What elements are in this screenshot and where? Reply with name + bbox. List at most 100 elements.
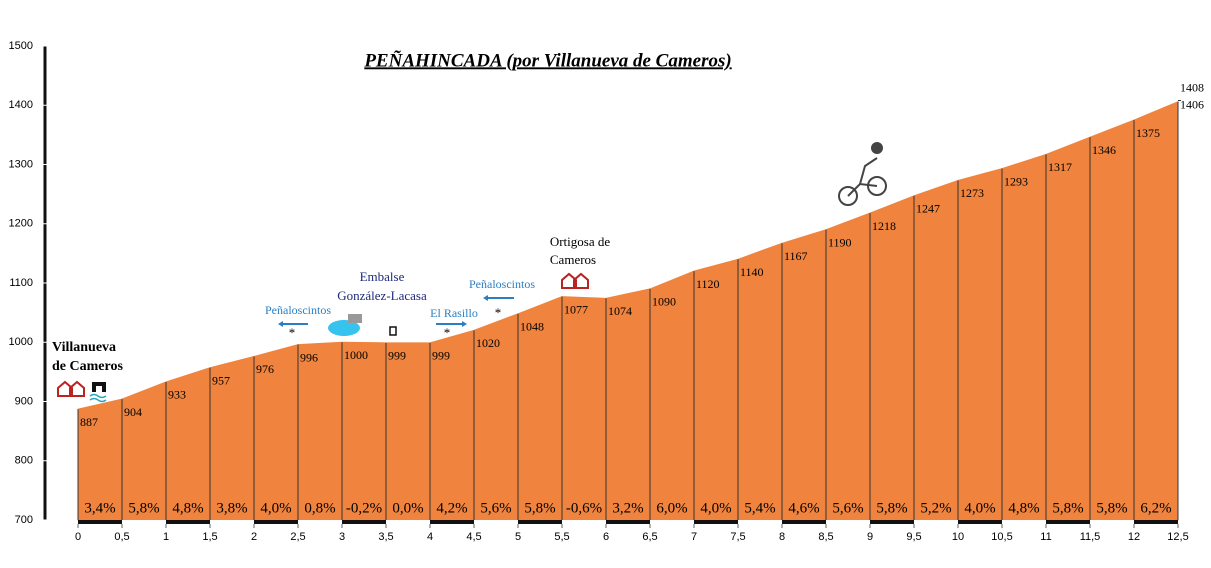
gradient-band [562, 520, 606, 524]
gradient-label: 5,8% [1052, 500, 1083, 516]
gradient-label: 0,0% [392, 500, 423, 516]
altitude-label: 957 [212, 373, 230, 387]
gradient-band [694, 520, 738, 524]
altitude-label: 1167 [784, 249, 808, 263]
altitude-label: 1218 [872, 219, 896, 233]
altitude-label: 1077 [564, 302, 588, 316]
altitude-label: 999 [432, 349, 450, 363]
summit-label: 1408 [1180, 80, 1204, 94]
gradient-band [650, 520, 694, 524]
altitude-label: 1020 [476, 336, 500, 350]
village-icon [57, 380, 85, 397]
x-tick-label: 9 [867, 531, 873, 543]
x-tick-label: 1,5 [202, 531, 217, 543]
x-tick-label: 10,5 [991, 531, 1012, 543]
altitude-label: 904 [124, 405, 142, 419]
altitude-label: 1048 [520, 320, 544, 334]
x-tick-label: 10 [952, 531, 964, 543]
gradient-band [914, 520, 958, 524]
gradient-band [386, 520, 430, 524]
arrow-head [462, 321, 467, 327]
gradient-label: 5,8% [876, 500, 907, 516]
y-tick-label: 700 [15, 514, 33, 526]
x-tick-label: 12,5 [1167, 531, 1188, 543]
altitude-label: 976 [256, 362, 274, 376]
gradient-band [826, 520, 870, 524]
y-tick-label: 1500 [9, 40, 33, 52]
gradient-band [1002, 520, 1046, 524]
altitude-label: 1273 [960, 186, 984, 200]
gradient-band [1090, 520, 1134, 524]
x-tick-label: 5,5 [554, 531, 569, 543]
reservoir-icon [328, 320, 360, 336]
x-tick-label: 1 [163, 531, 169, 543]
y-tick-label: 800 [15, 455, 33, 467]
gradient-label: 4,8% [172, 500, 203, 516]
y-tick-label: 1400 [9, 99, 33, 111]
gradient-band [122, 520, 166, 524]
gradient-band [342, 520, 386, 524]
gradient-band [474, 520, 518, 524]
altitude-label: 1406 [1180, 97, 1204, 111]
gradient-band [958, 520, 1002, 524]
gradient-band [210, 520, 254, 524]
x-tick-label: 7,5 [730, 531, 745, 543]
chart-title: PEÑAHINCADA (por Villanueva de Cameros) [363, 50, 731, 71]
gradient-label: 5,8% [1096, 500, 1127, 516]
place-label: Peñaloscintos [469, 277, 535, 291]
building-icon [389, 326, 397, 336]
gradient-label: 3,8% [216, 500, 247, 516]
place-label: Embalse [360, 269, 405, 284]
gradient-band [78, 520, 122, 524]
altitude-label: 887 [80, 415, 98, 429]
x-tick-label: 2,5 [290, 531, 305, 543]
place-label: Villanueva [52, 340, 116, 355]
y-tick-label: 1200 [9, 218, 33, 230]
gradient-label: -0,6% [566, 500, 602, 516]
x-tick-label: 8,5 [818, 531, 833, 543]
gradient-label: 5,8% [128, 500, 159, 516]
x-tick-label: 8 [779, 531, 785, 543]
x-tick-label: 0 [75, 531, 81, 543]
x-tick-label: 11,5 [1080, 531, 1101, 543]
x-tick-label: 6 [603, 531, 609, 543]
place-label: González-Lacasa [337, 288, 427, 303]
cyclist-icon [838, 142, 887, 206]
gradient-label: 4,8% [1008, 500, 1039, 516]
gradient-band [254, 520, 298, 524]
marker: * [289, 325, 296, 340]
gradient-label: 3,4% [84, 500, 115, 516]
y-tick-label: 1000 [9, 336, 33, 348]
gradient-band [738, 520, 782, 524]
gradient-label: 3,2% [612, 500, 643, 516]
x-tick-label: 7 [691, 531, 697, 543]
place-label: El Rasillo [430, 306, 478, 320]
altitude-label: 1190 [828, 235, 852, 249]
village-icon [561, 272, 589, 289]
gradient-label: 6,2% [1140, 500, 1171, 516]
arrow-head [278, 321, 283, 327]
gradient-label: 5,2% [920, 500, 951, 516]
y-tick-label: 900 [15, 395, 33, 407]
gradient-label: 4,6% [788, 500, 819, 516]
dam-icon [348, 314, 362, 323]
altitude-label: 1247 [916, 202, 940, 216]
gradient-band [606, 520, 650, 524]
x-tick-label: 4,5 [466, 531, 481, 543]
altitude-label: 1120 [696, 277, 720, 291]
altitude-label: 996 [300, 350, 318, 364]
place-label: Cameros [550, 252, 596, 267]
y-tick-label: 1100 [9, 277, 33, 289]
x-tick-label: 5 [515, 531, 521, 543]
x-tick-label: 12 [1128, 531, 1140, 543]
place-label: Peñaloscintos [265, 303, 331, 317]
gradient-band [518, 520, 562, 524]
gradient-band [1046, 520, 1090, 524]
gradient-label: 5,4% [744, 500, 775, 516]
gradient-label: 4,0% [260, 500, 291, 516]
x-tick-label: 0,5 [114, 531, 129, 543]
x-tick-label: 3,5 [378, 531, 393, 543]
marker: * [495, 305, 502, 320]
